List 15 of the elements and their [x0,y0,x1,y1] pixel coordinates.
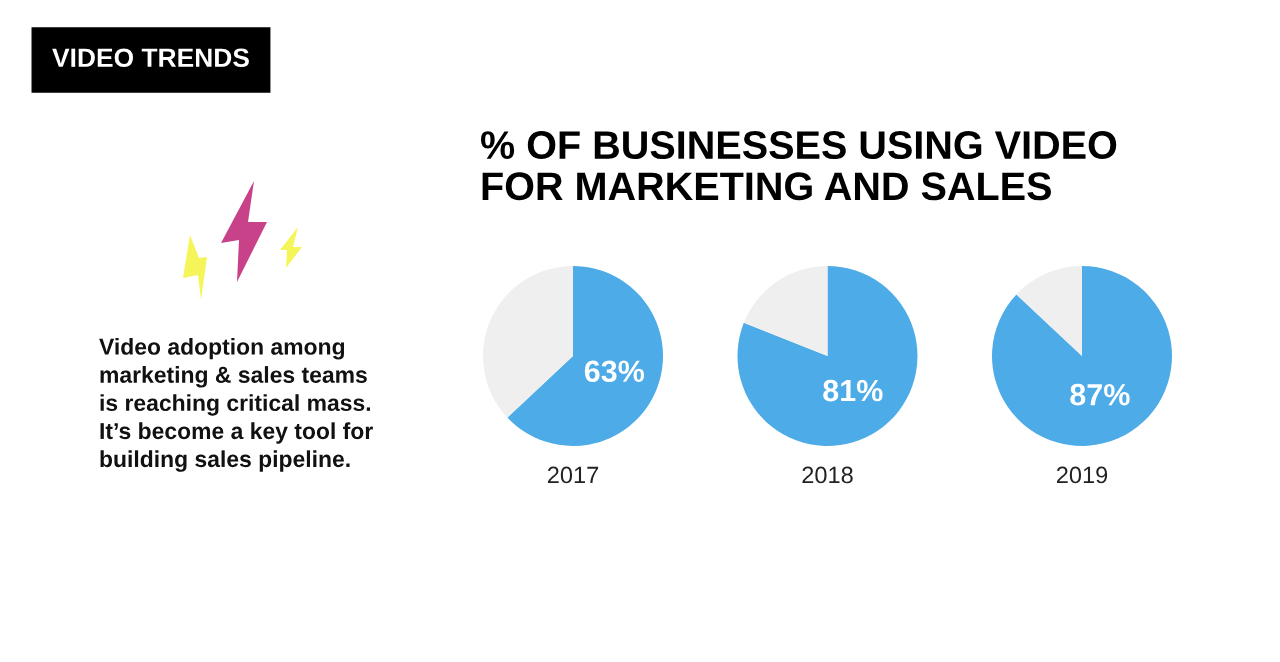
text: 2019 [1056,466,1108,484]
pie-slice [743,266,828,356]
text: 2017 [547,466,599,484]
data-label: 63% [584,360,645,383]
text: VIDEO TRENDS [52,48,249,68]
text: 2018 [802,466,853,484]
pie-slice [1016,266,1082,356]
data-label: 87% [1070,383,1130,406]
text: % OF BUSINESSES USING VIDEO FOR MARKETING AND SALES [480,131,1117,201]
pie-slice [507,266,663,446]
data-label: 81% [823,379,883,402]
pie-slice [992,266,1172,446]
pie-slice [483,266,573,418]
pie-slice [737,266,918,446]
text: Video adoption among marketing & sales teams is reaching critical mass. It’s become a key tool for building sales pipeline. [99,338,373,472]
